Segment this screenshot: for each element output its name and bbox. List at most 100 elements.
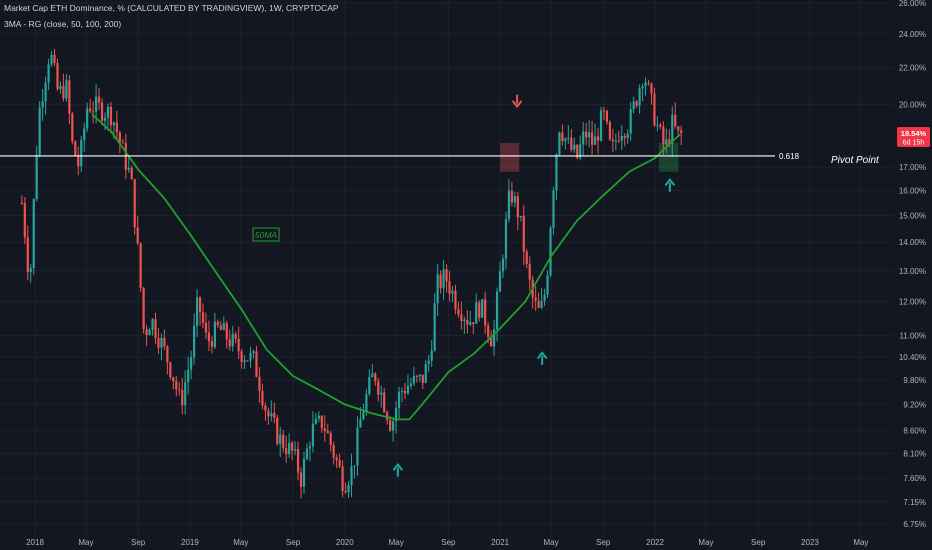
candle-body bbox=[647, 82, 650, 84]
chart-title: Market Cap ETH Dominance, % (CALCULATED … bbox=[4, 3, 339, 13]
candle-body bbox=[145, 328, 148, 336]
candle-body bbox=[588, 132, 591, 138]
candle-body bbox=[567, 137, 570, 139]
candle-body bbox=[475, 302, 478, 324]
candle-body bbox=[261, 390, 264, 406]
y-tick-label: 26.00% bbox=[899, 0, 926, 8]
y-axis: 26.00% 24.00% 22.00% 20.00% 17.00% 16.00% 15.0… bbox=[899, 0, 926, 529]
candle-body bbox=[92, 111, 95, 113]
support-zone bbox=[658, 142, 679, 172]
candle-body bbox=[442, 269, 445, 289]
candle-body bbox=[365, 394, 368, 412]
candle-body bbox=[29, 267, 32, 273]
candle-body bbox=[424, 364, 427, 383]
candle-body bbox=[249, 352, 252, 361]
candle-body bbox=[611, 139, 614, 142]
candle-body bbox=[454, 290, 457, 310]
candle-body bbox=[252, 351, 255, 353]
candle-body bbox=[418, 374, 421, 377]
ma-label-text: 50MA bbox=[255, 230, 278, 240]
candle-body bbox=[490, 336, 493, 347]
candle-body bbox=[623, 135, 626, 138]
candle-body bbox=[445, 269, 448, 282]
indicator-label: 3MA - RG (close, 50, 100, 200) bbox=[4, 19, 122, 29]
candle-body bbox=[285, 448, 288, 455]
candle-body bbox=[207, 332, 211, 342]
candle-body bbox=[317, 415, 320, 419]
x-tick-label: 2020 bbox=[336, 538, 354, 547]
x-tick-label: 2023 bbox=[801, 538, 819, 547]
candle-body bbox=[32, 199, 35, 268]
candle-body bbox=[400, 391, 404, 393]
y-tick-label: 22.00% bbox=[899, 64, 926, 73]
candle-body bbox=[44, 82, 47, 102]
candle-body bbox=[172, 377, 175, 382]
candle-body bbox=[299, 472, 303, 487]
candle-body bbox=[590, 132, 594, 145]
candle-body bbox=[579, 144, 582, 158]
candle-body bbox=[103, 117, 107, 121]
candle-body bbox=[86, 108, 89, 129]
candle-body bbox=[175, 381, 178, 390]
arrow-up-head bbox=[537, 351, 548, 359]
y-tick-label: 9.20% bbox=[903, 400, 926, 409]
candle-body bbox=[222, 323, 225, 330]
candle-body bbox=[504, 219, 508, 259]
candle-body bbox=[26, 237, 29, 273]
candle-body bbox=[626, 133, 629, 138]
candle-body bbox=[83, 128, 86, 141]
x-tick-label: May bbox=[233, 538, 248, 547]
pivot-point-label: Pivot Point bbox=[831, 155, 880, 166]
candle-body bbox=[332, 445, 335, 458]
candle-body bbox=[391, 421, 395, 431]
candle-body bbox=[80, 140, 83, 167]
candle-body bbox=[270, 413, 273, 417]
candle-body bbox=[389, 420, 392, 431]
candle-body bbox=[296, 449, 300, 473]
candle-body bbox=[335, 457, 338, 461]
candle-body bbox=[350, 466, 353, 486]
candle-body bbox=[433, 303, 436, 351]
candle-body bbox=[537, 300, 540, 308]
candle-body bbox=[671, 114, 674, 144]
candle-body bbox=[451, 290, 454, 294]
candle-body bbox=[662, 126, 665, 145]
price-badge-value: 18.54% bbox=[901, 129, 927, 138]
resistance-zone bbox=[500, 142, 520, 172]
candle-body bbox=[210, 341, 214, 347]
candle-body bbox=[41, 101, 44, 108]
candle-body bbox=[463, 319, 466, 322]
candle-body bbox=[59, 85, 62, 89]
candle-body bbox=[406, 386, 410, 394]
candle-body bbox=[635, 101, 638, 106]
candle-body bbox=[617, 140, 620, 142]
candle-body bbox=[546, 275, 549, 295]
candle-body bbox=[632, 101, 635, 110]
candle-body bbox=[549, 227, 552, 276]
x-tick-label: Sep bbox=[441, 538, 456, 547]
candles bbox=[20, 48, 683, 499]
candle-body bbox=[151, 319, 154, 330]
candle-body bbox=[540, 300, 543, 308]
x-tick-label: 2018 bbox=[26, 538, 44, 547]
y-tick-label: 13.00% bbox=[899, 267, 926, 276]
candle-body bbox=[638, 88, 641, 106]
candle-body bbox=[377, 381, 380, 395]
candle-body bbox=[97, 96, 101, 103]
candle-body bbox=[498, 271, 502, 292]
candle-body bbox=[608, 122, 612, 140]
candle-body bbox=[56, 63, 59, 89]
candle-body bbox=[53, 54, 56, 64]
candle-body bbox=[522, 215, 525, 252]
candle-body bbox=[561, 132, 564, 142]
y-tick-label: 8.10% bbox=[903, 450, 926, 459]
candle-body bbox=[112, 122, 116, 126]
y-tick-label: 6.75% bbox=[903, 520, 926, 529]
ma-label-group: 50MA bbox=[252, 227, 280, 242]
price-badge-box bbox=[897, 127, 930, 147]
candle-body bbox=[593, 136, 597, 145]
candle-body bbox=[139, 243, 142, 288]
level-label: 0.618 bbox=[779, 152, 800, 161]
x-tick-label: Sep bbox=[131, 538, 146, 547]
candle-body bbox=[127, 167, 130, 170]
